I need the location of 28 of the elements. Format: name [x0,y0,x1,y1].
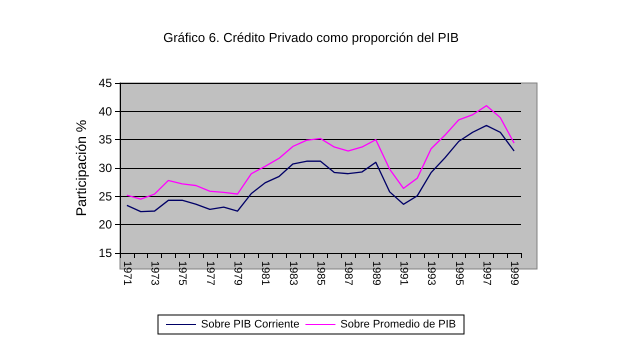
x-tick-label: 1993 [425,261,438,286]
y-tick-label: 35 [98,132,112,147]
x-tick-label: 1991 [397,261,410,286]
x-tick-label: 1985 [314,261,326,286]
x-tick-label: 1971 [120,261,133,286]
line-series [126,105,515,200]
x-tick-label: 1999 [508,261,520,286]
chart-title: Gráfico 6. Crédito Privado como proporción del PIB [163,30,459,45]
x-tick-label: 1989 [370,261,382,286]
y-tick-label: 30 [98,161,112,175]
legend-label: Sobre PIB Corriente [201,318,300,330]
legend-label: Sobre Promedio de PIB [340,318,456,330]
y-tick-label: 45 [98,76,112,90]
y-tick-label: 20 [98,218,112,232]
x-tick-label: 1997 [480,261,492,286]
x-tick-label: 1975 [176,261,188,286]
x-tick-label: 1995 [452,261,465,286]
y-axis-title: Participación % [72,120,89,216]
x-tick-label: 1973 [148,261,161,286]
y-tick-label: 25 [98,189,112,204]
x-tick-label: 1979 [232,261,244,286]
y-tick-label: 15 [98,246,112,260]
x-tick-label: 1983 [286,261,299,286]
x-tick-label: 1977 [204,261,216,286]
line-series [126,124,515,212]
x-tick-label: 1981 [259,261,272,286]
x-tick-label: 1987 [342,261,354,286]
y-tick-label: 40 [98,104,112,118]
